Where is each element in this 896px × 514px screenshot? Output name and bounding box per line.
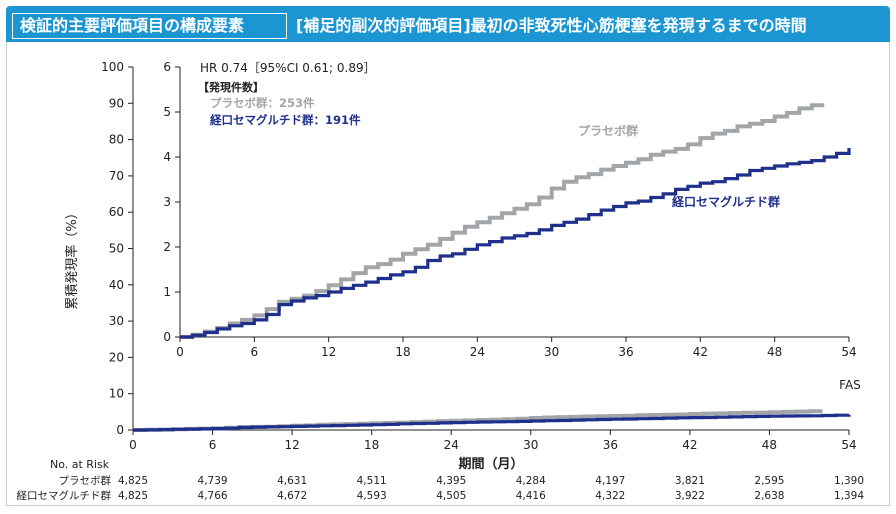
main-x-tick-label: 6	[209, 438, 217, 452]
main-y-tick-label: 50	[109, 242, 124, 256]
risk-value: 4,505	[436, 490, 466, 502]
header-title-boxed-text: 検証的主要評価項目の構成要素	[20, 16, 245, 35]
main-y-tick-label: 80	[109, 133, 124, 147]
risk-value: 1,390	[834, 475, 864, 487]
risk-value: 4,825	[118, 490, 148, 502]
risk-value: 4,322	[595, 490, 625, 502]
main-x-tick-label: 0	[129, 438, 137, 452]
risk-value: 4,766	[198, 490, 228, 502]
main-y-tick-label: 100	[101, 60, 124, 74]
inset-y-tick-label: 6	[163, 60, 171, 74]
semaglutide-series-label: 経口セマグルチド群	[672, 194, 780, 209]
risk-value: 3,821	[675, 475, 705, 487]
inset-x-tick-label: 18	[395, 345, 410, 359]
header-bar	[6, 6, 890, 42]
placebo-inset-line	[180, 103, 825, 339]
events-placebo: プラセボ群：253件	[210, 96, 315, 110]
inset-y-tick-label: 0	[163, 330, 171, 344]
main-x-tick-label: 30	[523, 438, 538, 452]
inset-x-tick-label: 12	[321, 345, 336, 359]
risk-value: 4,284	[516, 475, 546, 487]
risk-value: 4,825	[118, 475, 148, 487]
inset-x-tick-label: 48	[767, 345, 782, 359]
inset-x-tick-label: 30	[544, 345, 559, 359]
risk-value: 1,394	[834, 490, 864, 502]
main-x-tick-label: 48	[762, 438, 777, 452]
inset-y-tick-label: 2	[163, 240, 171, 254]
main-y-tick-label: 40	[109, 278, 124, 292]
main-y-tick-label: 60	[109, 205, 124, 219]
events-semaglutide: 経口セマグルチド群：191件	[210, 113, 361, 127]
main-y-tick-label: 70	[109, 169, 124, 183]
risk-value: 4,395	[436, 475, 466, 487]
main-y-tick-label: 30	[109, 314, 124, 328]
risk-value: 2,595	[754, 475, 784, 487]
header-title-main: [補足的副次的評価項目]最初の非致死性心筋梗塞を発現するまでの時間	[296, 16, 807, 35]
inset-x-tick-label: 6	[251, 345, 259, 359]
semaglutide-inset-line	[180, 148, 851, 339]
inset-x-tick-label: 24	[470, 345, 485, 359]
inset-x-tick-label: 54	[841, 345, 856, 359]
header-title-box	[12, 13, 287, 39]
main-x-tick-label: 24	[444, 438, 459, 452]
main-x-tick-label: 36	[603, 438, 618, 452]
risk-value: 4,739	[198, 475, 228, 487]
risk-value: 4,593	[357, 490, 387, 502]
risk-value: 3,922	[675, 490, 705, 502]
main-x-tick-label: 18	[364, 438, 379, 452]
inset-x-tick-label: 42	[693, 345, 708, 359]
inset-y-tick-label: 3	[163, 195, 171, 209]
risk-value: 4,511	[357, 475, 387, 487]
inset-x-tick-label: 0	[176, 345, 184, 359]
risk-value: 4,672	[277, 490, 307, 502]
main-y-tick-label: 10	[109, 387, 124, 401]
semaglutide-main-line	[133, 413, 851, 432]
chart-panel	[6, 42, 890, 506]
main-y-tick-label: 0	[116, 423, 124, 437]
main-y-tick-label: 90	[109, 96, 124, 110]
risk-row-label: プラセボ群	[59, 474, 112, 487]
placebo-series-label: プラセボ群	[578, 123, 638, 138]
inset-y-tick-label: 5	[163, 105, 171, 119]
main-x-tick-label: 12	[284, 438, 299, 452]
events-title: 【発現件数】	[198, 80, 264, 94]
main-x-tick-label: 54	[841, 438, 856, 452]
inset-x-tick-label: 36	[618, 345, 633, 359]
inset-y-tick-label: 4	[163, 150, 171, 164]
y-axis-title: 累積発現率（%）	[64, 206, 80, 309]
risk-row-label: 経口セマグルチド群	[17, 489, 112, 502]
main-x-tick-label: 42	[682, 438, 697, 452]
risk-value: 4,416	[516, 490, 546, 502]
risk-value: 4,197	[595, 475, 625, 487]
x-axis-title: 期間（月）	[458, 456, 523, 472]
risk-table-title: No. at Risk	[50, 458, 110, 471]
risk-value: 4,631	[277, 475, 307, 487]
hr-text: HR 0.74［95%CI 0.61; 0.89］	[200, 61, 376, 75]
inset-y-tick-label: 1	[163, 285, 171, 299]
fas-label: FAS	[839, 378, 861, 392]
main-y-tick-label: 20	[109, 350, 124, 364]
risk-value: 2,638	[754, 490, 784, 502]
